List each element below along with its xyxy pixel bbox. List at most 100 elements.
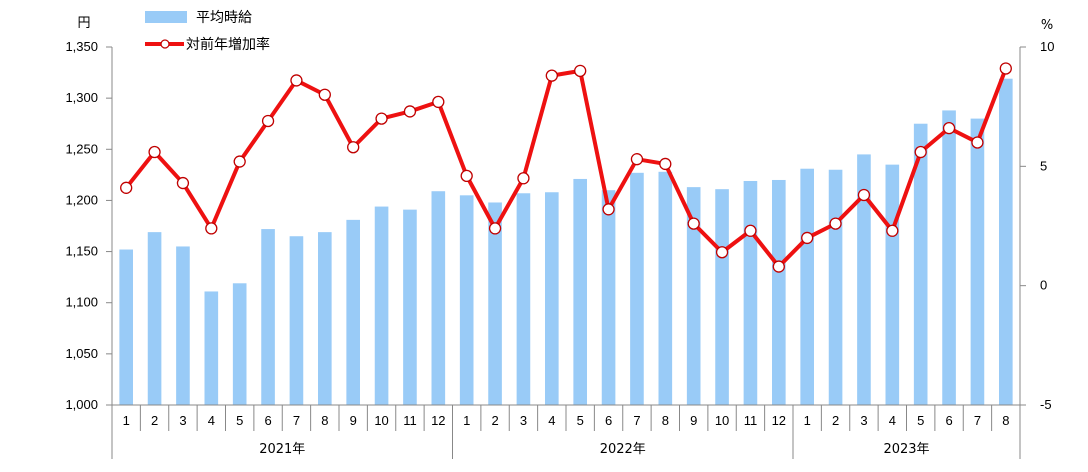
line-point: [971, 136, 984, 149]
left-tick-label: 1,100: [65, 295, 98, 310]
right-axis-tick-labels: -5 0 5 10: [1040, 39, 1054, 412]
line-point: [290, 74, 303, 87]
bar: [743, 180, 758, 405]
x-axis-tick-labels: 1 2 3 4 5 6 7 8 9 10 11 12 1 2 3 4 5 6 7 8 9 10 11 12 1 2 3 4 5 6 7 8: [123, 413, 1010, 428]
line-point: [432, 95, 445, 109]
bar: [857, 154, 871, 405]
bar: [516, 193, 531, 405]
x-tick-label: 12: [772, 413, 786, 428]
line-point: [659, 157, 672, 171]
line-point: [630, 153, 644, 166]
legend-line-label: 対前年増加率: [186, 36, 270, 53]
x-tick-label: 7: [974, 413, 981, 428]
x-tick-label: 1: [804, 413, 811, 428]
left-tick-label: 1,300: [65, 90, 98, 105]
bar: [970, 118, 985, 405]
legend-bar-label: 平均時給: [196, 10, 252, 26]
line-point: [999, 62, 1012, 75]
line-point: [857, 188, 871, 202]
line-point: [460, 169, 473, 183]
x-tick-label: 2: [151, 413, 158, 428]
bar: [800, 168, 814, 405]
bar: [431, 191, 446, 405]
x-tick-label: 9: [350, 413, 357, 428]
axes: [106, 46, 1026, 459]
bar: [374, 206, 389, 405]
line-point: [886, 224, 899, 237]
bar: [601, 190, 616, 405]
x-tick-label: 1: [123, 413, 130, 428]
bar: [686, 187, 701, 405]
x-tick-label: 3: [860, 413, 867, 428]
year-label: 2023年: [883, 442, 929, 457]
x-tick-label: 4: [889, 413, 896, 428]
x-tick-label: 2: [491, 413, 498, 428]
bar: [176, 246, 190, 405]
x-tick-label: 1: [463, 413, 470, 428]
line-point: [488, 222, 502, 235]
bar: [630, 172, 644, 405]
line-point: [715, 246, 729, 259]
right-tick-label: 5: [1040, 158, 1047, 173]
line-series: [120, 62, 1012, 273]
line-point: [914, 145, 927, 159]
left-tick-label: 1,050: [65, 346, 98, 361]
legend-bar-swatch: [145, 11, 187, 23]
line-point: [205, 222, 218, 235]
right-unit-label: %: [1041, 18, 1053, 33]
x-tick-label: 8: [1002, 413, 1009, 428]
legend: 平均時給 対前年増加率: [145, 10, 270, 53]
bar: [147, 232, 162, 405]
bar: [488, 202, 502, 405]
year-group-labels: 2021年 2022年 2023年: [259, 442, 929, 457]
x-tick-label: 11: [403, 413, 417, 428]
bar: [573, 178, 587, 405]
bar: [772, 179, 786, 405]
line-point: [829, 217, 842, 230]
bar: [204, 291, 219, 405]
bar: [885, 164, 900, 405]
line-point: [148, 145, 161, 159]
bar: [289, 236, 304, 405]
x-tick-label: 4: [548, 413, 555, 428]
line-point: [545, 69, 558, 82]
line-point: [517, 172, 530, 185]
year-label: 2022年: [600, 442, 646, 457]
x-tick-label: 9: [690, 413, 697, 428]
bar: [913, 123, 928, 405]
left-tick-label: 1,350: [65, 39, 98, 54]
bar: [828, 169, 843, 405]
line-point: [744, 224, 757, 237]
x-tick-label: 7: [293, 413, 300, 428]
bar: [459, 195, 474, 405]
x-tick-label: 11: [744, 413, 758, 428]
legend-line-marker: [160, 39, 170, 49]
growth-line: [124, 67, 1008, 269]
left-axis-tick-labels: 1,000 1,050 1,100 1,150 1,200 1,250 1,300 1,350: [65, 39, 98, 412]
left-unit-label: 円: [77, 16, 90, 31]
x-tick-label: 7: [633, 413, 640, 428]
x-tick-label: 5: [917, 413, 924, 428]
bar: [999, 78, 1013, 406]
x-tick-label: 10: [374, 413, 388, 428]
line-point: [942, 121, 956, 135]
bar: [715, 189, 729, 405]
left-tick-label: 1,000: [65, 397, 98, 412]
x-tick-label: 2: [832, 413, 839, 428]
x-tick-label: 5: [236, 413, 243, 428]
line-point: [318, 88, 331, 101]
left-tick-label: 1,200: [65, 192, 98, 207]
line-point: [233, 155, 246, 168]
x-tick-label: 8: [321, 413, 328, 428]
line-point: [375, 112, 388, 125]
line-point: [176, 176, 190, 190]
line-point: [574, 64, 587, 78]
x-tick-label: 3: [179, 413, 186, 428]
bar: [545, 192, 559, 405]
x-tick-label: 10: [715, 413, 729, 428]
bar: [942, 110, 956, 405]
bar: [232, 283, 247, 405]
year-label: 2021年: [259, 442, 305, 457]
x-tick-label: 6: [605, 413, 612, 428]
